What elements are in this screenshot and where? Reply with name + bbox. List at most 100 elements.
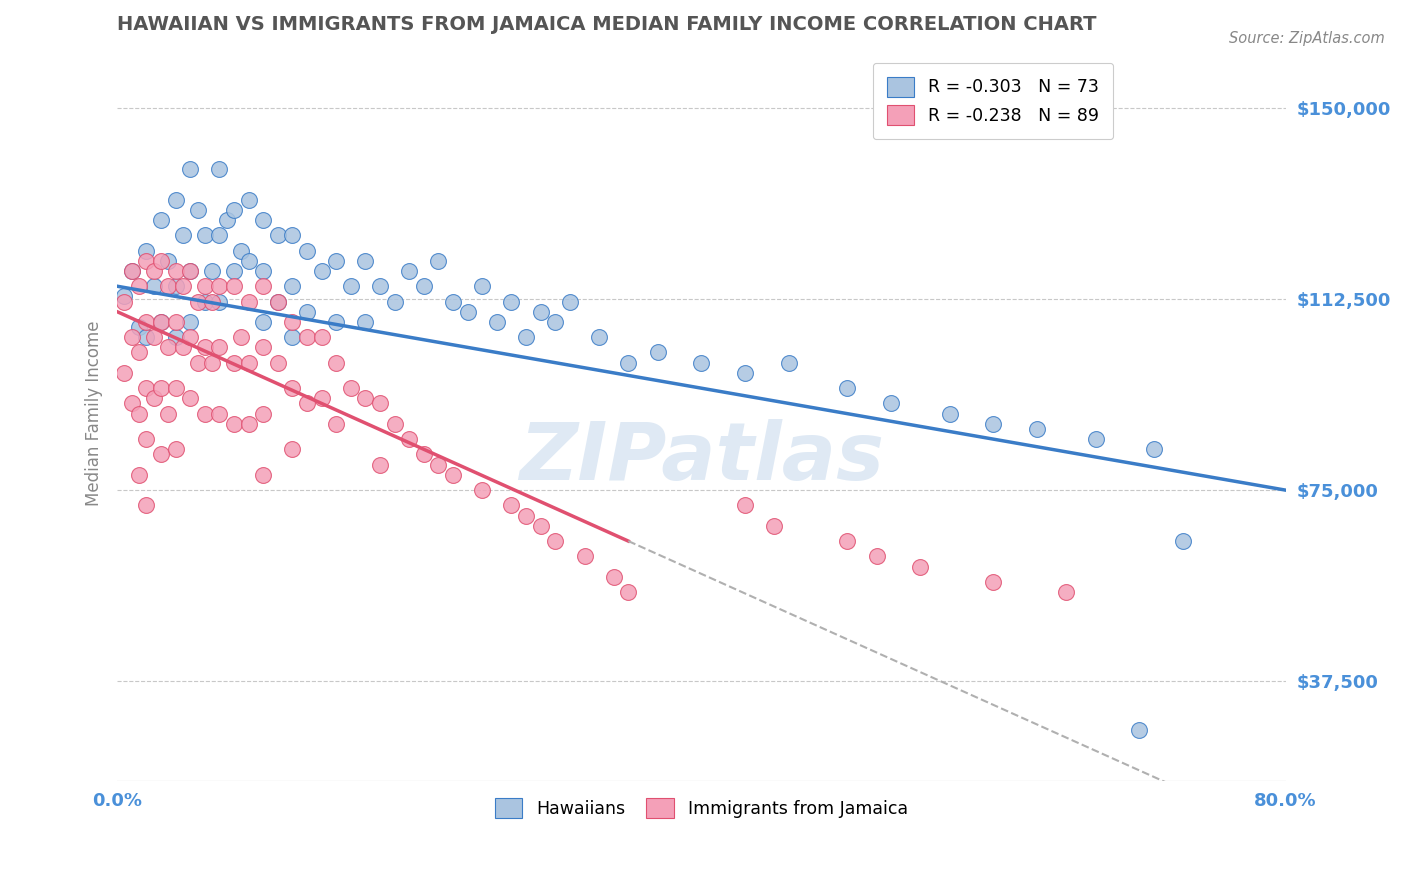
Point: [412, 279, 434, 293]
Point: [157, 340, 180, 354]
Point: [983, 417, 1005, 431]
Point: [186, 294, 208, 309]
Point: [295, 304, 318, 318]
Point: [485, 315, 508, 329]
Point: [252, 213, 274, 227]
Point: [121, 396, 143, 410]
Point: [165, 264, 187, 278]
Point: [910, 559, 932, 574]
Point: [1084, 432, 1107, 446]
Point: [398, 432, 420, 446]
Point: [194, 294, 217, 309]
Point: [222, 356, 245, 370]
Point: [530, 518, 553, 533]
Point: [471, 483, 494, 497]
Point: [201, 294, 224, 309]
Point: [135, 330, 157, 344]
Point: [412, 447, 434, 461]
Point: [1026, 422, 1049, 436]
Point: [165, 315, 187, 329]
Point: [281, 315, 304, 329]
Point: [179, 330, 201, 344]
Point: [252, 467, 274, 482]
Point: [222, 279, 245, 293]
Point: [880, 396, 903, 410]
Point: [142, 330, 165, 344]
Point: [311, 264, 333, 278]
Text: ZIPatlas: ZIPatlas: [519, 418, 884, 497]
Point: [501, 499, 523, 513]
Point: [194, 340, 217, 354]
Point: [457, 304, 479, 318]
Point: [340, 279, 363, 293]
Point: [238, 417, 260, 431]
Point: [222, 202, 245, 217]
Point: [588, 330, 610, 344]
Point: [135, 381, 157, 395]
Point: [165, 442, 187, 457]
Y-axis label: Median Family Income: Median Family Income: [86, 321, 103, 507]
Point: [1056, 585, 1078, 599]
Point: [135, 253, 157, 268]
Point: [238, 193, 260, 207]
Point: [544, 315, 567, 329]
Point: [150, 381, 173, 395]
Point: [194, 279, 217, 293]
Point: [157, 253, 180, 268]
Point: [281, 330, 304, 344]
Point: [201, 264, 224, 278]
Point: [121, 330, 143, 344]
Point: [194, 407, 217, 421]
Point: [938, 407, 960, 421]
Point: [325, 315, 347, 329]
Point: [778, 356, 800, 370]
Point: [252, 264, 274, 278]
Point: [368, 458, 391, 472]
Point: [150, 213, 173, 227]
Point: [128, 345, 150, 359]
Point: [179, 392, 201, 406]
Point: [165, 193, 187, 207]
Point: [142, 264, 165, 278]
Point: [427, 253, 450, 268]
Point: [128, 320, 150, 334]
Point: [215, 213, 238, 227]
Point: [281, 228, 304, 243]
Point: [295, 330, 318, 344]
Point: [617, 585, 640, 599]
Point: [647, 345, 669, 359]
Point: [1143, 442, 1166, 457]
Point: [281, 442, 304, 457]
Point: [368, 396, 391, 410]
Point: [114, 366, 136, 380]
Point: [325, 356, 347, 370]
Point: [165, 279, 187, 293]
Point: [617, 356, 640, 370]
Point: [157, 279, 180, 293]
Point: [208, 279, 231, 293]
Point: [179, 161, 201, 176]
Point: [734, 366, 756, 380]
Point: [690, 356, 713, 370]
Point: [186, 202, 208, 217]
Point: [441, 467, 464, 482]
Point: [114, 294, 136, 309]
Point: [734, 499, 756, 513]
Point: [172, 340, 194, 354]
Point: [121, 264, 143, 278]
Point: [267, 294, 290, 309]
Point: [114, 289, 136, 303]
Point: [311, 392, 333, 406]
Point: [165, 381, 187, 395]
Point: [267, 294, 290, 309]
Point: [157, 407, 180, 421]
Point: [135, 499, 157, 513]
Point: [427, 458, 450, 472]
Point: [325, 253, 347, 268]
Point: [150, 447, 173, 461]
Point: [1128, 723, 1150, 737]
Point: [252, 279, 274, 293]
Point: [208, 161, 231, 176]
Point: [574, 549, 596, 564]
Point: [544, 534, 567, 549]
